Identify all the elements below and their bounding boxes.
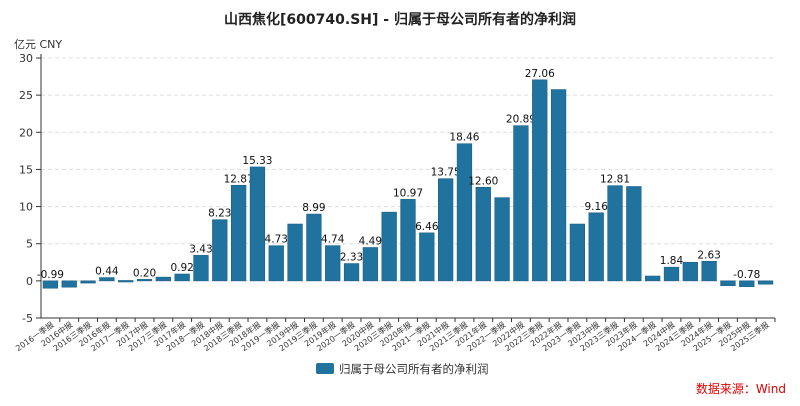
bar (682, 261, 698, 282)
bar (230, 184, 247, 282)
bar (174, 273, 190, 282)
data-label: 8.23 (208, 208, 231, 220)
y-tick-label: 15 (19, 163, 33, 176)
bar (588, 212, 604, 282)
data-label: 12.60 (468, 175, 498, 187)
data-label: 4.49 (359, 236, 382, 248)
bar (663, 266, 680, 282)
y-tick-label: 5 (26, 238, 33, 251)
data-label: -0.99 (37, 269, 64, 281)
data-label: 9.16 (585, 201, 609, 213)
y-tick-label: 10 (19, 201, 33, 214)
bar (757, 280, 774, 285)
bar (80, 280, 96, 284)
chart-title: 山西焦化[600740.SH] - 归属于母公司所有者的净利润 (224, 12, 576, 28)
y-tick-label: 30 (19, 52, 33, 65)
bar (438, 178, 454, 282)
bar (569, 223, 586, 282)
data-label: 15.33 (242, 155, 272, 167)
bar (362, 247, 378, 282)
bar (645, 275, 661, 282)
data-label: 18.46 (449, 132, 479, 144)
data-label: 2.33 (340, 252, 363, 264)
bar (268, 245, 284, 282)
bar (249, 166, 266, 282)
data-source: 数据来源：Wind (695, 382, 786, 396)
y-axis-unit: 亿元 CNY (14, 38, 63, 51)
bar (475, 186, 491, 282)
bar (607, 185, 623, 282)
data-label: 3.43 (189, 243, 212, 255)
data-label: 0.20 (133, 267, 156, 279)
data-label: 6.46 (415, 221, 439, 233)
data-label: 12.81 (600, 174, 630, 186)
data-label: 4.73 (265, 234, 288, 246)
y-tick-label: 20 (19, 126, 33, 139)
data-label: -0.78 (733, 269, 760, 281)
bar (381, 211, 397, 282)
bar (532, 79, 548, 282)
y-tick-label: 0 (26, 275, 33, 288)
bar (99, 277, 115, 282)
legend-swatch (316, 363, 334, 374)
data-label: 0.92 (170, 262, 193, 274)
bar (193, 255, 209, 282)
bar (739, 280, 755, 287)
bar (118, 280, 134, 283)
bar (136, 279, 153, 282)
bar (513, 125, 529, 282)
data-label: 8.99 (302, 202, 325, 214)
data-label: 13.75 (431, 167, 461, 179)
data-label: 2.63 (697, 249, 720, 261)
bar (701, 261, 717, 282)
bar (400, 199, 416, 282)
bar (61, 280, 77, 288)
bar (343, 263, 360, 282)
y-tick-label: 25 (19, 89, 33, 102)
bar (287, 223, 303, 282)
bar (550, 89, 567, 282)
data-label: 27.06 (525, 68, 555, 80)
y-tick-label: -5 (22, 312, 33, 325)
legend-label: 归属于母公司所有者的净利润 (339, 362, 489, 376)
bar (456, 143, 473, 282)
data-label: 1.84 (660, 255, 684, 267)
bar (494, 197, 510, 282)
bar (626, 186, 642, 282)
bar (212, 219, 228, 282)
data-label: 4.74 (321, 234, 345, 246)
bar (306, 213, 322, 282)
data-label: 10.97 (393, 187, 423, 199)
bar (325, 245, 341, 282)
data-label: 20.89 (506, 114, 536, 126)
data-label: 12.87 (224, 173, 254, 185)
data-label: 0.44 (95, 266, 119, 278)
bar (720, 280, 736, 286)
bar (419, 232, 435, 282)
bar (42, 280, 59, 289)
bar (155, 276, 171, 282)
